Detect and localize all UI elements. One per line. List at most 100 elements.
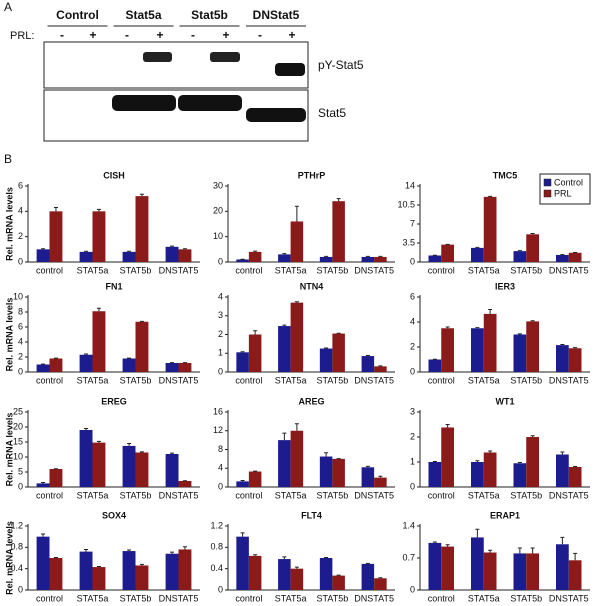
prl-sign: + [222, 28, 229, 42]
x-tick-label: STAT5b [120, 593, 152, 603]
error-bar [488, 195, 493, 197]
chart-title: FLT4 [301, 510, 322, 520]
x-tick-label: STAT5a [77, 490, 109, 500]
bar [332, 458, 345, 487]
bar [428, 359, 442, 372]
bar [36, 364, 50, 372]
error-bar [365, 562, 370, 564]
error-bar [517, 547, 522, 554]
x-tick-label: STAT5b [317, 375, 349, 385]
bar [165, 246, 179, 262]
error-bar [170, 452, 175, 454]
chart-title: NTN4 [300, 281, 324, 291]
y-tick-label: 0 [218, 366, 223, 376]
prl-sign: + [288, 28, 295, 42]
bar [178, 363, 192, 372]
y-axis-label: Rel. mRNA levels [4, 187, 14, 261]
y-tick-label: 5 [18, 466, 23, 476]
prl-sign: + [156, 28, 163, 42]
y-tick-label: 0 [18, 584, 23, 594]
error-bar [84, 250, 89, 252]
bar [236, 481, 249, 487]
x-tick-label: control [36, 375, 63, 385]
bar [471, 247, 484, 262]
y-tick-label: 0 [18, 481, 23, 491]
error-bar [475, 246, 480, 248]
bar [290, 430, 304, 487]
y-tick-label: 3.5 [402, 237, 415, 247]
y-tick-label: 4 [218, 291, 223, 301]
band [275, 63, 305, 76]
bar [319, 558, 333, 590]
x-tick-label: STAT5a [77, 593, 109, 603]
x-tick-label: STAT5a [468, 593, 500, 603]
error-bar [378, 577, 383, 579]
bar [483, 552, 497, 590]
y-tick-label: 3 [410, 406, 415, 416]
bar [556, 345, 569, 372]
error-bar [41, 533, 46, 537]
bar [165, 553, 179, 590]
error-bar [294, 423, 299, 431]
band [178, 95, 242, 111]
bar [471, 462, 484, 487]
error-bar [560, 451, 565, 455]
error-bar [96, 566, 101, 568]
x-tick-label: STAT5b [510, 593, 542, 603]
y-tick-label: 2 [18, 231, 23, 241]
bar [568, 467, 582, 487]
error-bar [445, 326, 450, 329]
bar [36, 249, 50, 262]
error-bar [282, 556, 287, 560]
x-tick-label: DNSTAT5 [549, 375, 589, 385]
band [210, 52, 240, 62]
y-tick-label: 20 [213, 206, 223, 216]
blot-frame [43, 41, 309, 89]
y-tick-label: 2 [218, 329, 223, 339]
error-bar [282, 253, 287, 255]
x-tick-label: STAT5a [275, 490, 307, 500]
x-tick-label: control [428, 375, 455, 385]
x-tick-label: STAT5b [120, 375, 152, 385]
x-tick-label: DNSTAT5 [159, 490, 199, 500]
bar [556, 254, 569, 262]
error-bar [573, 466, 578, 467]
x-tick-label: STAT5b [510, 375, 542, 385]
error-bar [84, 548, 89, 552]
y-axis-label: Rel. mRNA levels [4, 298, 14, 372]
x-tick-label: DNSTAT5 [354, 593, 394, 603]
bar [483, 313, 497, 372]
bar [513, 251, 527, 262]
x-tick-label: control [36, 490, 63, 500]
bar [332, 575, 345, 590]
error-bar [294, 566, 299, 569]
error-bar [294, 205, 299, 222]
y-tick-label: 1 [218, 348, 223, 358]
error-bar [324, 452, 329, 457]
bar [290, 221, 304, 262]
error-bar [365, 355, 370, 357]
x-tick-label: STAT5a [275, 265, 307, 275]
x-tick-label: control [235, 375, 262, 385]
bar [483, 452, 497, 487]
error-bar [336, 198, 341, 202]
y-tick-label: 0 [410, 256, 415, 266]
bar [135, 196, 149, 262]
error-bar [84, 428, 89, 430]
error-bar [475, 460, 480, 462]
x-tick-label: DNSTAT5 [354, 490, 394, 500]
error-bar [530, 320, 535, 322]
error-bar [573, 347, 578, 349]
y-tick-label: 2 [410, 341, 415, 351]
y-tick-label: 6 [18, 180, 23, 190]
legend-swatch [543, 178, 552, 187]
x-tick-label: STAT5b [510, 490, 542, 500]
blot-label: pY-Stat5 [318, 58, 364, 72]
x-tick-label: control [428, 490, 455, 500]
y-tick-label: 0 [410, 366, 415, 376]
bar [278, 326, 291, 372]
y-tick-label: 8 [18, 306, 23, 316]
bar [361, 467, 375, 487]
y-tick-label: 4 [18, 336, 23, 346]
legend-label: Control [554, 177, 583, 187]
